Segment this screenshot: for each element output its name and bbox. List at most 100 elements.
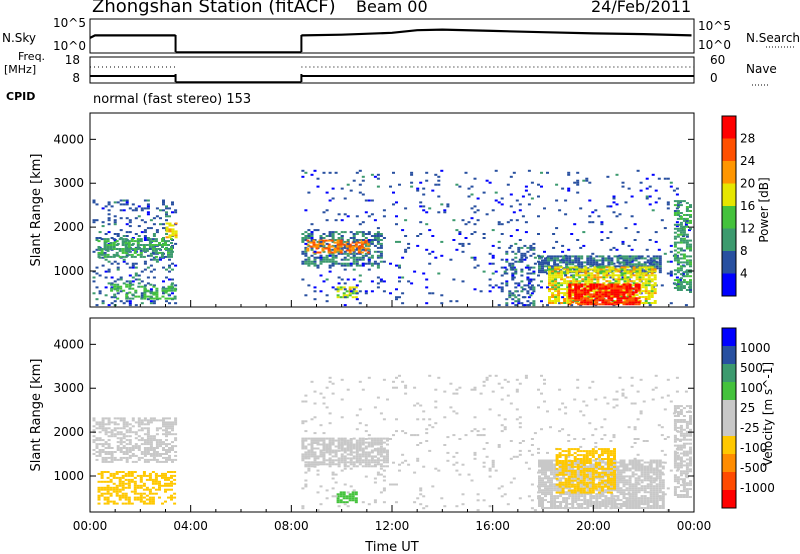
- data-cell: [345, 501, 349, 504]
- data-cell: [110, 237, 114, 239]
- data-cell: [559, 479, 563, 482]
- data-cell: [611, 296, 615, 298]
- data-cell: [122, 417, 126, 420]
- data-cell: [508, 246, 512, 249]
- data-cell: [587, 288, 591, 291]
- data-cell: [520, 246, 524, 249]
- data-cell: [564, 199, 568, 202]
- data-cell: [319, 455, 323, 458]
- data-cell: [589, 265, 593, 268]
- data-cell: [134, 246, 138, 249]
- data-cell: [313, 465, 317, 468]
- data-cell: [608, 270, 612, 273]
- data-cell: [139, 244, 143, 246]
- data-cell: [626, 266, 630, 269]
- data-cell: [685, 283, 689, 286]
- data-cell: [470, 185, 474, 188]
- data-cell: [511, 292, 515, 295]
- data-cell: [632, 268, 636, 271]
- data-cell: [573, 268, 577, 271]
- data-cell: [689, 269, 692, 272]
- data-cell: [334, 219, 338, 222]
- data-cell: [168, 228, 172, 231]
- data-cell: [367, 459, 371, 462]
- data-cell: [301, 453, 305, 456]
- data-cell: [547, 479, 550, 482]
- data-cell: [158, 480, 161, 483]
- data-cell: [561, 250, 565, 253]
- data-cell: [358, 453, 362, 456]
- data-cell: [301, 175, 305, 178]
- data-cell: [112, 238, 116, 241]
- data-cell: [538, 257, 541, 260]
- data-cell: [547, 507, 550, 509]
- data-cell: [625, 255, 629, 258]
- data-cell: [538, 479, 541, 482]
- data-cell: [161, 246, 164, 248]
- data-cell: [143, 262, 147, 265]
- data-cell: [631, 293, 635, 296]
- data-cell: [110, 447, 114, 449]
- data-cell: [592, 283, 596, 286]
- data-cell: [103, 244, 107, 246]
- data-cell: [575, 272, 579, 275]
- data-cell: [653, 282, 657, 285]
- data-cell: [682, 200, 686, 203]
- data-cell: [355, 451, 359, 454]
- data-cell: [666, 201, 670, 204]
- data-cell: [174, 236, 178, 239]
- data-cell: [364, 199, 368, 202]
- data-cell: [652, 267, 656, 270]
- data-cell: [128, 427, 132, 430]
- data-cell: [149, 252, 153, 255]
- data-cell: [164, 482, 167, 485]
- data-cell: [95, 272, 99, 275]
- data-cell: [419, 487, 423, 490]
- data-cell: [541, 505, 544, 507]
- data-cell: [616, 473, 620, 476]
- data-cell: [541, 459, 544, 462]
- data-cell: [650, 272, 654, 275]
- data-cell: [572, 294, 576, 297]
- data-cell: [312, 239, 316, 242]
- data-cell: [550, 255, 553, 258]
- data-cell: [174, 458, 178, 461]
- data-cell: [112, 255, 116, 258]
- data-cell: [351, 290, 355, 293]
- data-cell: [325, 242, 329, 245]
- data-cell: [626, 270, 630, 273]
- data-cell: [685, 202, 689, 205]
- data-cell: [389, 483, 392, 486]
- data-cell: [165, 276, 168, 279]
- data-cell: [571, 289, 575, 292]
- data-cell: [651, 388, 655, 391]
- data-cell: [416, 189, 420, 192]
- data-cell: [419, 201, 423, 204]
- data-cell: [113, 240, 117, 243]
- data-cell: [563, 292, 567, 295]
- data-cell: [568, 293, 572, 296]
- data-cell: [386, 437, 389, 440]
- data-cell: [174, 211, 178, 214]
- data-cell: [514, 296, 518, 299]
- data-cell: [580, 289, 584, 292]
- data-cell: [675, 276, 679, 279]
- data-cell: [494, 270, 498, 273]
- data-cell: [171, 423, 174, 426]
- data-cell: [161, 289, 165, 292]
- data-cell: [556, 495, 560, 498]
- data-cell: [619, 487, 623, 490]
- data-cell: [565, 507, 569, 509]
- data-cell: [547, 463, 550, 466]
- data-cell: [491, 390, 495, 393]
- data-cell: [647, 280, 651, 283]
- data-cell: [601, 259, 605, 262]
- data-cell: [106, 249, 110, 252]
- data-cell: [304, 260, 308, 263]
- data-cell: [125, 458, 129, 461]
- data-cell: [623, 278, 627, 281]
- data-cell: [437, 175, 441, 178]
- data-cell: [376, 451, 380, 454]
- data-cell: [104, 286, 108, 289]
- data-cell: [131, 276, 135, 279]
